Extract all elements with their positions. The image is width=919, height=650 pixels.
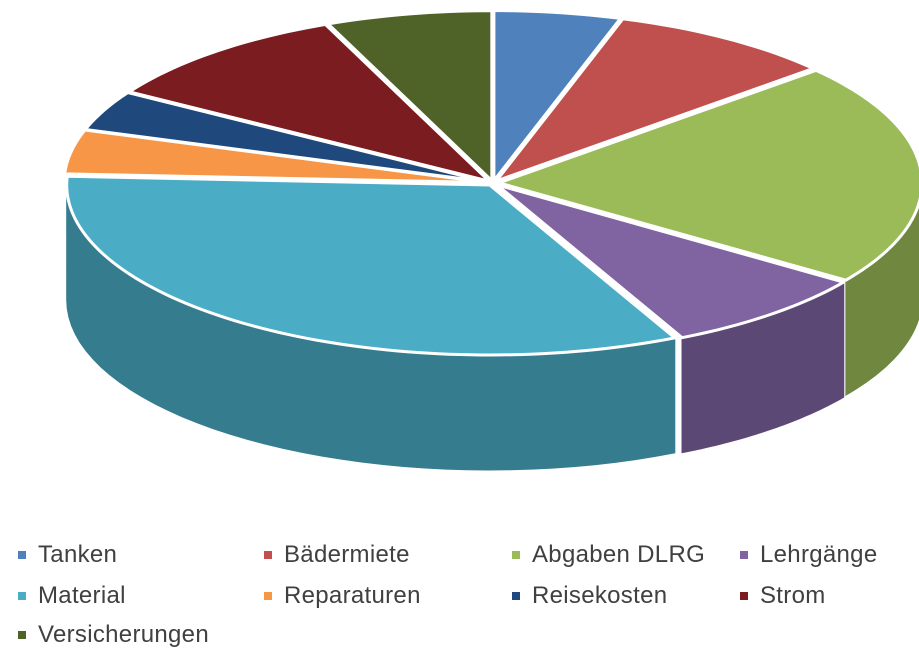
- pie-slice-reisekosten: [83, 91, 490, 184]
- legend-swatch: [18, 551, 26, 559]
- legend-swatch: [512, 592, 520, 600]
- legend-label: Reisekosten: [532, 582, 668, 609]
- legend-label: Strom: [760, 582, 826, 609]
- legend-swatch: [264, 551, 272, 559]
- legend-label: Tanken: [38, 541, 118, 568]
- legend-swatch: [264, 592, 272, 600]
- legend-label: Material: [38, 582, 126, 609]
- pie-slice-material: [65, 174, 677, 357]
- legend-swatch: [740, 551, 748, 559]
- legend-item-lehrgange: Lehrgänge: [740, 540, 877, 570]
- pie-slice-badermiete: [494, 17, 815, 183]
- legend-swatch: [740, 592, 748, 600]
- legend-swatch: [18, 592, 26, 600]
- legend-label: Bädermiete: [284, 541, 410, 568]
- pie-top-faces: [63, 9, 919, 357]
- legend-label: Versicherungen: [38, 621, 209, 648]
- legend-item-abgaben-dlrg: Abgaben DLRG: [512, 540, 705, 570]
- legend-item-badermiete: Bädermiete: [264, 540, 410, 570]
- pie-slice-tanken: [492, 9, 622, 183]
- legend-item-versicherungen: Versicherungen: [18, 620, 209, 650]
- legend-item-strom: Strom: [740, 581, 826, 611]
- pie-slice-lehrgange: [495, 183, 846, 340]
- legend-item-reisekosten: Reisekosten: [512, 581, 667, 611]
- pie-slice-abgaben-dlrg: [497, 68, 919, 282]
- legend-label: Lehrgänge: [760, 541, 878, 568]
- pie-slice-versicherungen: [326, 9, 494, 183]
- pie-slice-strom: [127, 22, 491, 183]
- legend-item-material: Material: [18, 581, 126, 611]
- chart-legend: Tanken Bädermiete Abgaben DLRG Lehrgänge…: [0, 538, 919, 650]
- pie-chart-3d: [63, 9, 919, 471]
- legend-item-tanken: Tanken: [18, 540, 117, 570]
- legend-label: Reparaturen: [284, 582, 421, 609]
- legend-swatch: [18, 631, 26, 639]
- legend-item-reparaturen: Reparaturen: [264, 581, 421, 611]
- legend-label: Abgaben DLRG: [532, 541, 706, 568]
- legend-swatch: [512, 551, 520, 559]
